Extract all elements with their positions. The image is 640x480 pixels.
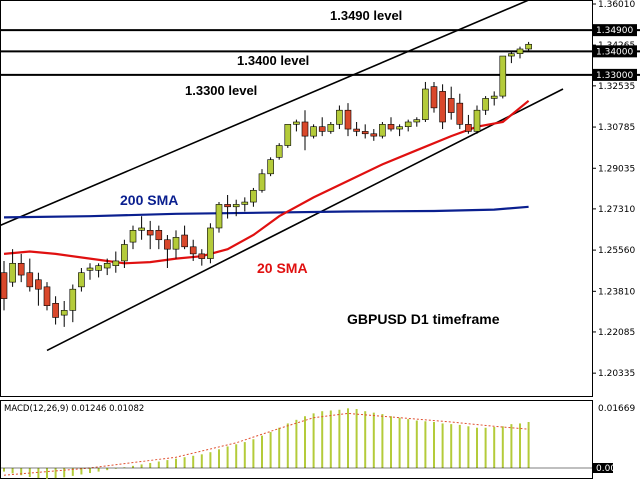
level-price-tag [593, 45, 637, 58]
y-tick-label: 1.36010 [598, 0, 635, 10]
y-tick-label: 1.25560 [598, 246, 635, 256]
candle-body [250, 189, 257, 203]
y-tick-label: 1.32535 [598, 82, 635, 92]
y-tick-label: 1.27310 [598, 205, 635, 215]
macd-tick-label: 0.01669 [598, 404, 635, 414]
candle-body [284, 124, 292, 146]
candle-body [129, 230, 137, 243]
candle-body [164, 239, 171, 250]
candle-body [379, 124, 386, 137]
candle-body [327, 124, 335, 132]
candle-body [353, 128, 360, 132]
candlesticks [0, 41, 532, 327]
candle-body [78, 272, 85, 288]
chart-title: GBPUSD D1 timeframe [347, 311, 500, 327]
macd-zero-tag [593, 463, 613, 473]
candle-body [69, 288, 77, 311]
macd-histogram: 0.01669 0.00 [1, 404, 635, 479]
candle-body [318, 126, 326, 132]
level-label-1-3300: 1.3300 level [185, 83, 257, 98]
price-levels: 1.34900 1.34000 1.33000 [1, 24, 640, 81]
channel-upper-line [0, 0, 531, 227]
macd-signal-line [3, 412, 529, 476]
candle-body [60, 310, 68, 316]
candle-body [516, 48, 524, 54]
level-price-tag [593, 24, 637, 37]
candle-body [9, 262, 16, 283]
candle-body [224, 204, 231, 208]
sma200-line [3, 205, 529, 219]
candle-body [17, 262, 25, 276]
sma20-line [3, 99, 530, 265]
moving-averages [3, 99, 530, 265]
candle-body [43, 286, 51, 306]
candle-body [422, 88, 429, 120]
level-price-tag-label: 1.33000 [596, 71, 633, 81]
candle-body [189, 246, 197, 255]
candle-body [258, 173, 266, 191]
price-axis: 1.36010 1.34265 1.32535 1.30785 1.29035 1.273… [592, 0, 635, 379]
y-tick-label: 1.23810 [598, 287, 635, 297]
candle-body [215, 204, 223, 229]
candle-body [26, 272, 34, 288]
candle-body [172, 237, 180, 250]
candle-body [473, 109, 481, 132]
sma20-label: 20 SMA [257, 260, 308, 276]
candle-body [103, 262, 111, 269]
candle-body [232, 204, 240, 208]
candle-body [86, 267, 94, 271]
candle-body [430, 86, 438, 109]
candle-body [301, 121, 309, 137]
level-price-tag-label: 1.34000 [596, 47, 633, 57]
candle-body [456, 102, 464, 125]
candle-body [310, 126, 317, 137]
candle-body [490, 95, 498, 99]
candle-body [344, 109, 352, 130]
candle-body [138, 227, 145, 231]
candle-body [482, 98, 489, 111]
candle-body [275, 145, 283, 158]
level-price-tag-label: 1.34900 [596, 26, 633, 36]
candle-body [0, 272, 8, 299]
candle-body [447, 98, 455, 113]
y-tick-label: 1.20335 [598, 369, 635, 379]
candle-body [439, 91, 446, 123]
candle-body [525, 43, 532, 50]
candle-body [198, 253, 206, 259]
candle-body [52, 303, 59, 318]
level-price-tag [593, 68, 637, 81]
level-label-1-3490: 1.3490 level [330, 8, 402, 23]
price-panel-frame [0, 0, 593, 397]
candle-body [508, 53, 515, 57]
candle-body [293, 121, 300, 125]
y-tick-label: 1.30785 [598, 123, 635, 133]
candle-body [207, 227, 214, 259]
candle-body [361, 131, 369, 135]
candle-body [95, 265, 102, 271]
candle-body [499, 55, 507, 97]
candle-body [121, 244, 128, 262]
candle-body [370, 133, 378, 137]
candle-body [404, 121, 412, 127]
macd-label: MACD(12,26,9) 0.01246 0.01082 [4, 404, 144, 414]
candle-body [241, 201, 249, 205]
candle-body [336, 109, 343, 125]
candle-body [413, 119, 421, 123]
candle-body [35, 279, 42, 290]
candle-body [155, 230, 163, 241]
candle-body [112, 260, 120, 266]
level-label-1-3400: 1.3400 level [237, 53, 309, 68]
macd-tick-label: 0.00 [596, 464, 616, 474]
y-tick-label: 1.34265 [598, 41, 635, 51]
y-tick-label: 1.22085 [598, 328, 635, 338]
candle-body [465, 124, 472, 132]
candle-body [146, 230, 154, 236]
sma200-label: 200 SMA [120, 192, 178, 208]
candle-body [396, 126, 403, 130]
candle-body [181, 234, 188, 248]
candle-body [387, 124, 395, 130]
y-tick-label: 1.29035 [598, 164, 635, 174]
candle-body [267, 159, 274, 175]
